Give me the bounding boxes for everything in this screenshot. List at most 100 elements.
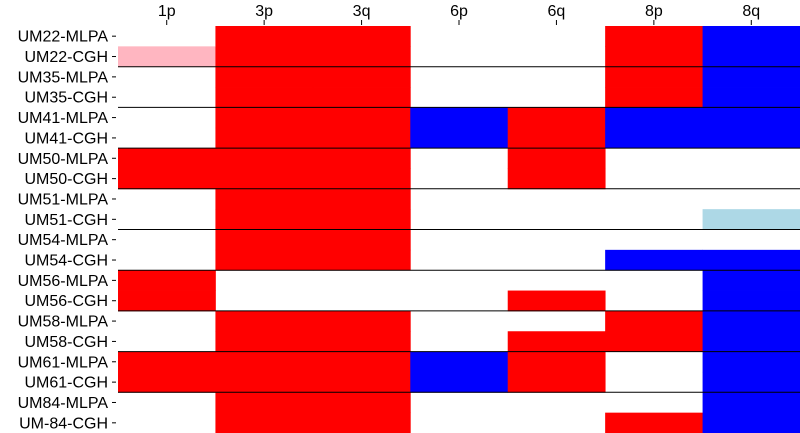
heatmap-cell (410, 127, 509, 149)
heatmap-cell (507, 127, 606, 149)
heatmap-cell (215, 229, 314, 251)
heatmap-cell (312, 188, 411, 210)
heatmap-cell (312, 148, 411, 169)
row-label: UM35-CGH (24, 90, 108, 107)
heatmap-cell (312, 229, 411, 251)
heatmap-cell (312, 107, 411, 129)
row-label: UM22-MLPA (18, 29, 109, 46)
heatmap-cell (215, 351, 314, 373)
heatmap-cell (702, 46, 800, 68)
row-label: UM58-MLPA (18, 314, 109, 331)
heatmap-cell (215, 66, 314, 88)
heatmap-cell (410, 371, 509, 393)
row-label: UM50-MLPA (18, 151, 109, 168)
heatmap-cell (215, 87, 314, 108)
heatmap-cell (312, 168, 411, 190)
heatmap-cell (118, 168, 216, 190)
heatmap-cell (605, 107, 703, 129)
heatmap-cell (605, 331, 703, 352)
heatmap-cell (702, 351, 800, 373)
row-label: UM61-MLPA (18, 354, 109, 371)
column-label: 3q (353, 3, 371, 20)
heatmap-cell (702, 249, 800, 271)
row-label: UM84-MLPA (18, 395, 109, 412)
row-label: UM-84-CGH (19, 415, 108, 432)
heatmap-cell (605, 412, 703, 433)
heatmap-cell (215, 188, 314, 210)
row-label: UM51-CGH (24, 212, 108, 229)
heatmap-cell (215, 107, 314, 129)
row-label: UM50-CGH (24, 171, 108, 188)
column-label: 8q (742, 3, 760, 20)
heatmap-cell (118, 270, 216, 291)
heatmap-cell (702, 26, 800, 47)
heatmap-cell (312, 412, 411, 433)
heatmap-cell (118, 46, 216, 68)
row-label: UM41-CGH (24, 130, 108, 147)
heatmap-cell (702, 331, 800, 352)
heatmap-cell (215, 148, 314, 169)
heatmap-cell (215, 46, 314, 68)
heatmap-cell (507, 371, 606, 393)
heatmap-cell (118, 371, 216, 393)
heatmap-cell (312, 66, 411, 88)
column-label: 6q (548, 3, 566, 20)
row-label: UM61-CGH (24, 375, 108, 392)
heatmap-cell (312, 26, 411, 47)
column-label: 6p (450, 3, 468, 20)
column-label: 1p (158, 3, 176, 20)
heatmap-cell (507, 331, 606, 352)
heatmap-cell (312, 87, 411, 108)
heatmap-cell (215, 310, 314, 332)
heatmap-cell (410, 351, 509, 373)
heatmap-cell (215, 331, 314, 352)
heatmap-cells (118, 26, 800, 433)
heatmap-cell (215, 209, 314, 230)
heatmap-cell (605, 66, 703, 88)
column-labels: 1p 3p 3q 6p 6q 8p 8q (158, 3, 760, 25)
heatmap-cell (605, 46, 703, 68)
heatmap-cell (605, 310, 703, 332)
heatmap-cell (507, 148, 606, 169)
heatmap-cell (215, 371, 314, 393)
row-label: UM41-MLPA (18, 110, 109, 127)
heatmap-cell (702, 371, 800, 393)
column-label: 3p (255, 3, 273, 20)
heatmap-cell (118, 290, 216, 312)
heatmap-cell (118, 351, 216, 373)
heatmap-cell (215, 168, 314, 190)
row-label: UM58-CGH (24, 334, 108, 351)
row-label: UM54-MLPA (18, 232, 109, 249)
heatmap-cell (410, 107, 509, 129)
row-label: UM56-CGH (24, 293, 108, 310)
heatmap-cell (605, 87, 703, 108)
heatmap-cell (118, 148, 216, 169)
heatmap-cell (215, 249, 314, 271)
heatmap-cell (507, 290, 606, 312)
heatmap-cell (507, 351, 606, 373)
row-group-separators (118, 66, 800, 393)
heatmap-cell (312, 371, 411, 393)
heatmap-cell (215, 412, 314, 433)
heatmap-cell (702, 270, 800, 291)
heatmap-cell (215, 127, 314, 149)
row-label: UM22-CGH (24, 49, 108, 66)
heatmap-cell (702, 66, 800, 88)
heatmap-cell (702, 107, 800, 129)
heatmap-cell (312, 127, 411, 149)
heatmap-cell (605, 249, 703, 271)
heatmap-cell (605, 127, 703, 149)
heatmap-cell (312, 310, 411, 332)
heatmap-cell (215, 26, 314, 47)
heatmap-cell (507, 107, 606, 129)
heatmap-cell (312, 249, 411, 271)
heatmap-cell (312, 392, 411, 414)
heatmap-cell (702, 87, 800, 108)
row-label: UM54-CGH (24, 253, 108, 270)
heatmap-cell (507, 168, 606, 190)
heatmap-cell (312, 46, 411, 68)
heatmap-cell (702, 412, 800, 433)
column-label: 8p (645, 3, 663, 20)
row-label: UM56-MLPA (18, 273, 109, 290)
